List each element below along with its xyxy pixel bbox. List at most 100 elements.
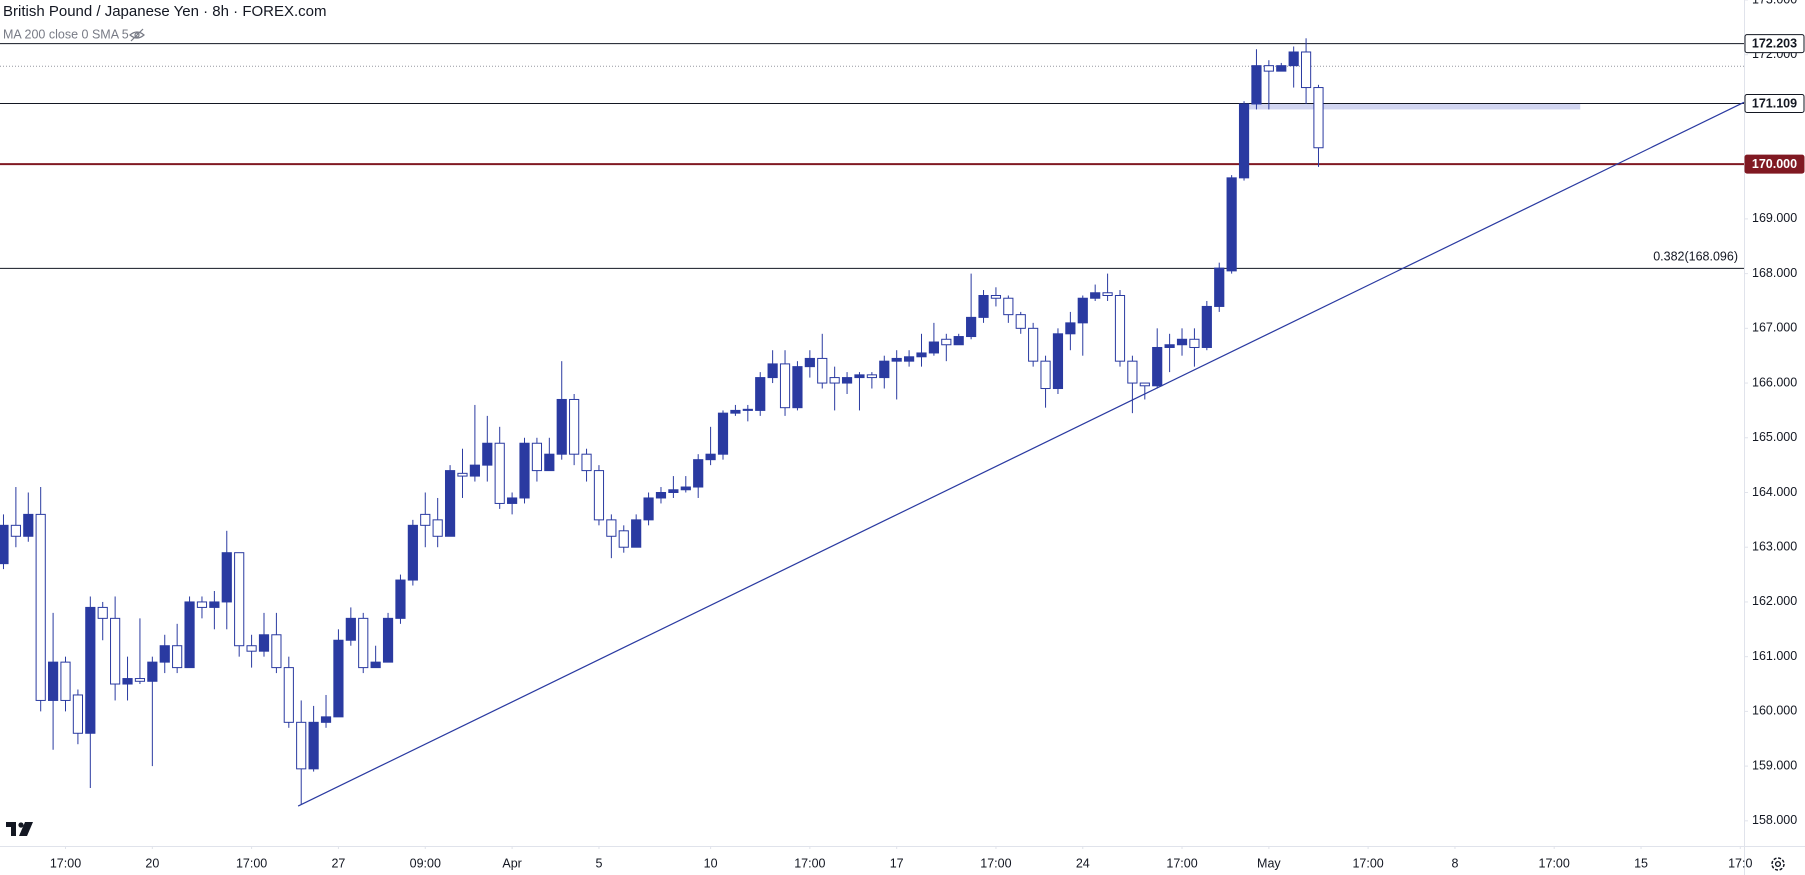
candle-body-up bbox=[507, 497, 518, 504]
x-tick-label: May bbox=[1257, 856, 1281, 870]
candle-body-up bbox=[556, 398, 567, 455]
candle-body-up bbox=[904, 356, 915, 362]
x-tick-label: 17:00 bbox=[236, 856, 267, 870]
candle-body-up bbox=[0, 524, 9, 565]
candle-body-up bbox=[1288, 51, 1299, 67]
candle-body-down bbox=[134, 678, 146, 682]
candle-body-up bbox=[258, 634, 270, 652]
logo-part bbox=[19, 822, 33, 836]
candle-body-down bbox=[97, 606, 108, 619]
candle-body-up bbox=[717, 412, 729, 455]
candle-body-up bbox=[693, 459, 704, 488]
y-tick-label: 165.000 bbox=[1752, 430, 1797, 444]
x-tick-label: 09:00 bbox=[410, 856, 441, 870]
candle-body-up bbox=[966, 316, 977, 338]
candle-body-up bbox=[792, 366, 803, 409]
candle-body-down bbox=[283, 667, 294, 723]
candle-body-down bbox=[866, 374, 877, 379]
candle-body-down bbox=[1127, 360, 1138, 384]
candle-body-down bbox=[10, 524, 21, 537]
y-tick-label: 161.000 bbox=[1752, 649, 1797, 663]
candle-body-up bbox=[407, 524, 418, 581]
candle-body-up bbox=[544, 453, 555, 472]
candle-body-up bbox=[841, 377, 853, 384]
candle-body-up bbox=[48, 661, 59, 701]
candle-body-down bbox=[531, 442, 543, 472]
candle-body-up bbox=[382, 617, 394, 663]
candle-body-up bbox=[333, 639, 344, 718]
candle-body-up bbox=[1164, 344, 1175, 348]
y-tick-label: 169.000 bbox=[1752, 211, 1797, 225]
candle-body-up bbox=[668, 489, 679, 493]
candle-body-up bbox=[85, 606, 96, 734]
x-tick-label: 17:00 bbox=[1539, 856, 1570, 870]
candle-body-up bbox=[482, 442, 493, 466]
level-label: 172.203 bbox=[1752, 36, 1797, 50]
candle-body-down bbox=[817, 357, 828, 384]
candle-body-down bbox=[569, 398, 580, 455]
candle-body-up bbox=[1065, 322, 1076, 335]
candle-body-up bbox=[655, 491, 667, 499]
level-label-box bbox=[1744, 93, 1805, 113]
candle-body-up bbox=[184, 601, 195, 669]
candle-body-down bbox=[1003, 297, 1014, 316]
candle-body-down bbox=[779, 363, 791, 409]
candle-body-up bbox=[1226, 177, 1237, 272]
candle-body-down bbox=[1189, 338, 1200, 348]
candle-body-down bbox=[1102, 292, 1113, 296]
candle-body-down bbox=[494, 442, 505, 504]
candle-body-up bbox=[928, 341, 939, 354]
candle-body-up bbox=[891, 357, 902, 362]
x-tick-label: 24 bbox=[1076, 856, 1090, 870]
gear-ring bbox=[1771, 857, 1785, 871]
candle-body-down bbox=[1139, 382, 1150, 387]
candle-body-up bbox=[23, 513, 34, 537]
indicator-label[interactable]: MA 200 close 0 SMA 5 bbox=[3, 27, 129, 41]
visibility-icon[interactable] bbox=[129, 28, 145, 42]
candle-body-up bbox=[1201, 305, 1212, 348]
candle-body-down bbox=[1313, 87, 1324, 149]
x-tick-label: 20 bbox=[145, 856, 159, 870]
candle-body-up bbox=[469, 464, 480, 477]
candle-body-down bbox=[593, 470, 605, 521]
candle-body-down bbox=[110, 617, 121, 685]
eye-pupil bbox=[134, 32, 140, 38]
candle-body-up bbox=[1251, 65, 1262, 105]
x-tick-label: 17:00 bbox=[50, 856, 81, 870]
support-zone bbox=[1249, 103, 1581, 110]
candle-body-up bbox=[978, 294, 989, 318]
settings-button[interactable] bbox=[1771, 857, 1785, 871]
candle-body-down bbox=[296, 721, 307, 770]
candle-body-up bbox=[1276, 65, 1287, 72]
candle-body-up bbox=[1152, 346, 1163, 387]
logo[interactable] bbox=[6, 822, 33, 836]
fib-level-label: 0.382(168.096) bbox=[1653, 250, 1738, 264]
y-tick-label: 163.000 bbox=[1752, 540, 1797, 554]
level-label-box bbox=[1744, 34, 1805, 54]
candle-body-down bbox=[246, 645, 257, 652]
candle-body-up bbox=[1214, 267, 1225, 307]
x-tick-label: 17:00 bbox=[980, 856, 1011, 870]
candle-body-down bbox=[1114, 294, 1126, 362]
candle-body-down bbox=[606, 519, 617, 537]
candle-body-down bbox=[72, 694, 83, 734]
y-tick-label: 159.000 bbox=[1752, 758, 1797, 772]
candle-body-down bbox=[829, 377, 840, 384]
candle-body-up bbox=[122, 678, 133, 685]
level-label: 170.000 bbox=[1752, 157, 1797, 171]
logo-part bbox=[6, 822, 16, 836]
candle-body-up bbox=[1176, 338, 1188, 346]
candle-body-up bbox=[308, 721, 319, 770]
candle-body-down bbox=[1028, 327, 1039, 362]
x-tick-label: 17:00 bbox=[1166, 856, 1197, 870]
candle-body-up bbox=[159, 645, 170, 663]
candle-body-down bbox=[581, 453, 592, 472]
y-tick-label: 167.000 bbox=[1752, 321, 1797, 335]
candle-body-up bbox=[1077, 297, 1088, 324]
candle-body-up bbox=[879, 360, 890, 379]
candle-body-down bbox=[1300, 51, 1312, 89]
candle-body-up bbox=[742, 408, 753, 411]
candle-body-up bbox=[804, 357, 815, 368]
